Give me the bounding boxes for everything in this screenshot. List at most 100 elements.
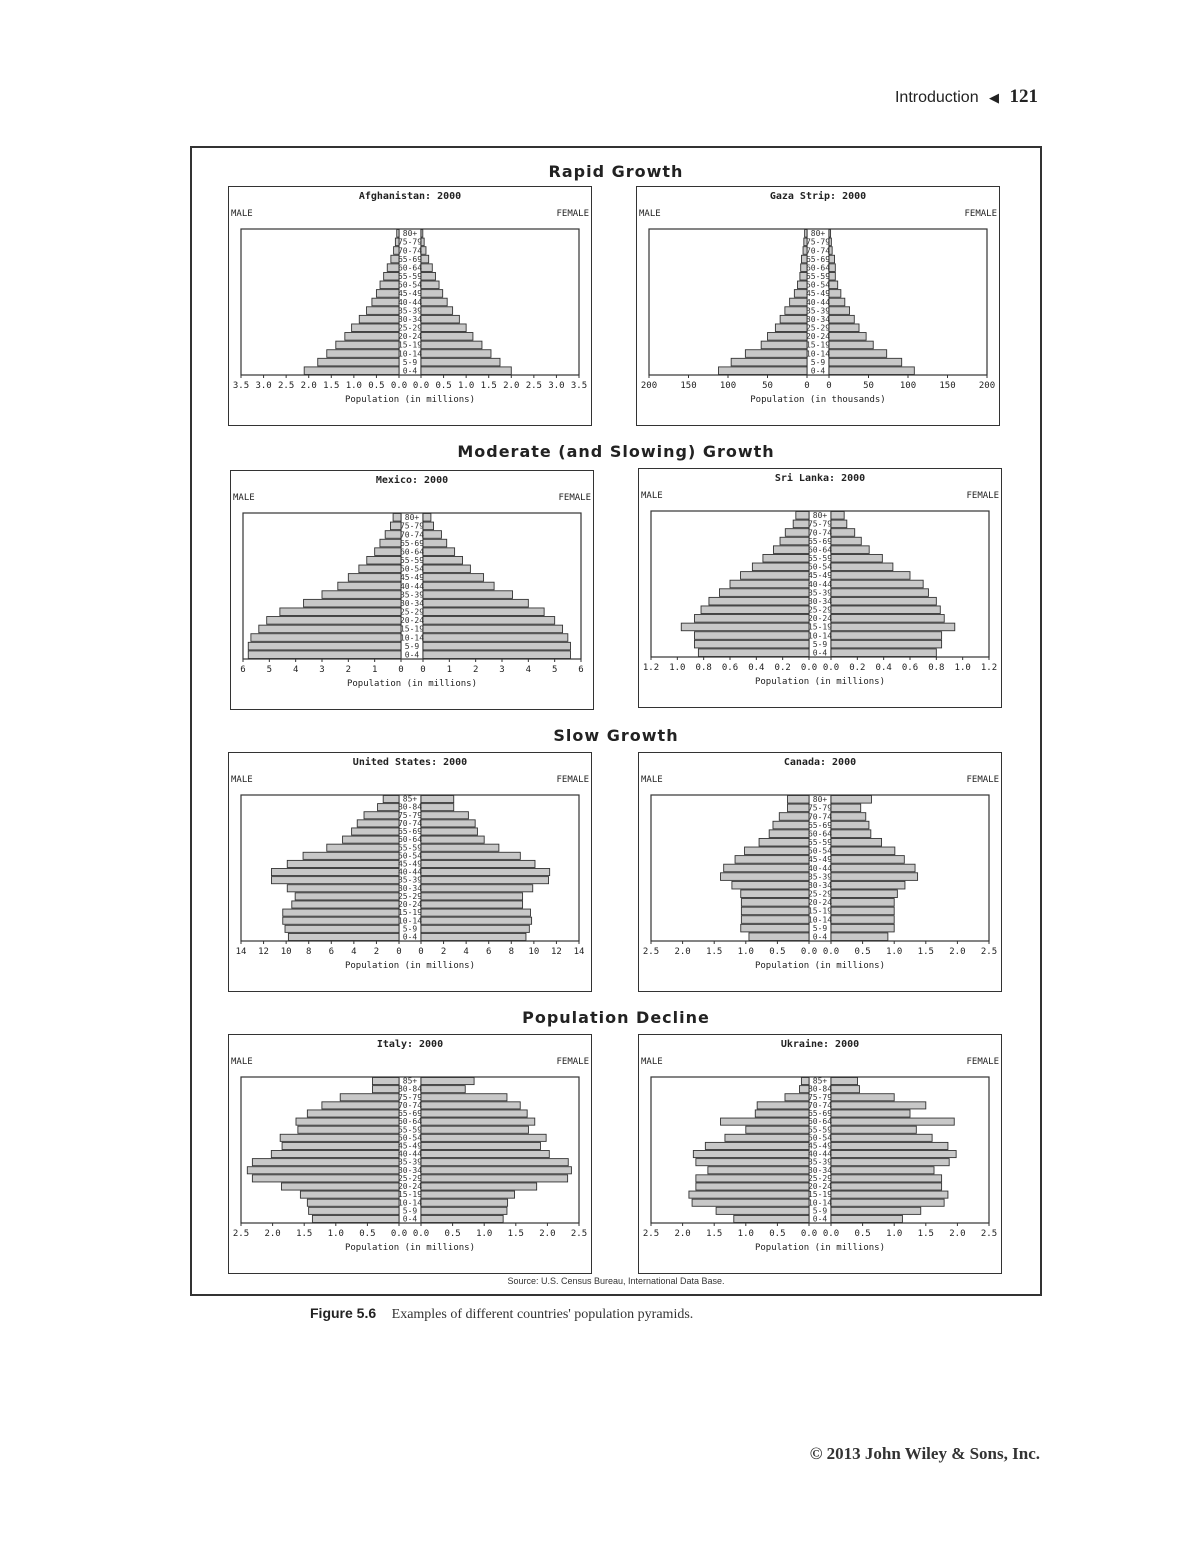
svg-text:35-39: 35-39 bbox=[808, 588, 832, 597]
x-axis-label: Population (in millions) bbox=[754, 1243, 886, 1253]
female-bar bbox=[828, 332, 867, 341]
female-bar bbox=[830, 906, 895, 916]
section-title-population-decline: Population Decline bbox=[522, 1008, 710, 1027]
svg-text:6: 6 bbox=[486, 947, 491, 957]
svg-text:0: 0 bbox=[826, 381, 831, 391]
male-bar bbox=[394, 237, 400, 247]
svg-text:1.0: 1.0 bbox=[738, 947, 754, 957]
male-bar bbox=[756, 1101, 810, 1110]
svg-text:0-4: 0-4 bbox=[813, 649, 828, 658]
female-bar bbox=[420, 357, 501, 367]
male-bar bbox=[339, 1093, 400, 1102]
pyramid-canada: Canada: 2000 MALE FEMALE 0-4 5-9 10-14 15-19 20… bbox=[638, 752, 1002, 992]
svg-text:0-4: 0-4 bbox=[813, 933, 828, 942]
svg-text:40-44: 40-44 bbox=[808, 1150, 832, 1159]
svg-text:1.5: 1.5 bbox=[918, 947, 934, 957]
svg-text:5-9: 5-9 bbox=[403, 924, 418, 933]
svg-text:0.5: 0.5 bbox=[444, 1229, 460, 1239]
svg-text:45-49: 45-49 bbox=[808, 1142, 832, 1151]
svg-text:1.0: 1.0 bbox=[476, 1229, 492, 1239]
svg-text:10: 10 bbox=[528, 947, 539, 957]
svg-text:0.5: 0.5 bbox=[769, 1229, 785, 1239]
male-bar bbox=[326, 843, 400, 852]
svg-text:0-4: 0-4 bbox=[403, 1215, 418, 1224]
figure-source: Source: U.S. Census Bureau, Internationa… bbox=[507, 1276, 725, 1286]
svg-text:0: 0 bbox=[418, 947, 423, 957]
svg-text:2.0: 2.0 bbox=[949, 947, 965, 957]
female-bar bbox=[420, 835, 485, 844]
svg-text:75-79: 75-79 bbox=[806, 238, 830, 247]
svg-text:2.5: 2.5 bbox=[571, 1229, 587, 1239]
chart-title: Gaza Strip: 2000 bbox=[769, 191, 867, 202]
male-bar bbox=[358, 564, 402, 574]
female-bar bbox=[828, 349, 888, 358]
svg-text:55-59: 55-59 bbox=[806, 272, 830, 281]
male-bar bbox=[797, 280, 808, 290]
male-bar bbox=[286, 884, 400, 893]
male-bar bbox=[363, 811, 400, 820]
male-bar bbox=[729, 579, 810, 589]
svg-text:45-49: 45-49 bbox=[808, 855, 832, 864]
svg-text:20-24: 20-24 bbox=[398, 1182, 422, 1191]
svg-text:65-69: 65-69 bbox=[398, 1109, 422, 1118]
female-bar bbox=[830, 880, 906, 890]
male-bar bbox=[308, 1206, 400, 1215]
male-label: MALE bbox=[641, 491, 663, 501]
female-bar bbox=[830, 648, 937, 657]
svg-text:25-29: 25-29 bbox=[808, 606, 832, 615]
female-bar bbox=[420, 1077, 475, 1086]
female-bar bbox=[420, 1206, 508, 1215]
female-bar bbox=[830, 1077, 858, 1086]
running-head-title: Introduction bbox=[894, 89, 979, 106]
svg-text:2.5: 2.5 bbox=[233, 1229, 249, 1239]
male-bar bbox=[740, 889, 810, 899]
female-bar bbox=[420, 1214, 504, 1223]
male-bar bbox=[744, 349, 808, 358]
svg-text:1: 1 bbox=[447, 665, 452, 675]
svg-text:15-19: 15-19 bbox=[398, 1190, 422, 1199]
svg-text:10-14: 10-14 bbox=[398, 349, 422, 358]
svg-text:70-74: 70-74 bbox=[398, 819, 422, 828]
svg-text:75-79: 75-79 bbox=[808, 520, 832, 529]
svg-text:85+: 85+ bbox=[813, 1077, 828, 1086]
female-bar bbox=[828, 280, 839, 290]
male-bar bbox=[779, 536, 810, 546]
svg-text:75-79: 75-79 bbox=[398, 811, 422, 820]
female-bar bbox=[422, 573, 485, 582]
male-bar bbox=[379, 280, 400, 290]
svg-text:50-54: 50-54 bbox=[808, 563, 832, 572]
male-bar bbox=[691, 1198, 810, 1207]
svg-text:1.5: 1.5 bbox=[706, 947, 722, 957]
female-bar bbox=[420, 280, 440, 290]
female-bar bbox=[828, 289, 842, 298]
male-bar bbox=[695, 1158, 810, 1167]
svg-text:5-9: 5-9 bbox=[403, 358, 418, 367]
female-bar bbox=[420, 1174, 569, 1183]
svg-text:20-24: 20-24 bbox=[806, 332, 830, 341]
male-bar bbox=[720, 872, 810, 881]
x-axis-label: Population (in millions) bbox=[754, 677, 886, 687]
svg-text:30-34: 30-34 bbox=[400, 599, 424, 608]
male-bar bbox=[286, 859, 400, 868]
female-bar bbox=[830, 1214, 903, 1223]
female-bar bbox=[830, 1198, 945, 1207]
svg-text:20-24: 20-24 bbox=[808, 898, 832, 907]
svg-text:2: 2 bbox=[374, 947, 379, 957]
female-bar bbox=[830, 837, 883, 847]
male-bar bbox=[800, 263, 808, 272]
svg-text:20-24: 20-24 bbox=[808, 1182, 832, 1191]
male-label: MALE bbox=[641, 1057, 663, 1067]
female-bar bbox=[830, 1133, 933, 1142]
male-bar bbox=[754, 1109, 810, 1118]
male-label: MALE bbox=[233, 493, 255, 503]
male-bar bbox=[382, 795, 400, 804]
male-bar bbox=[306, 1198, 400, 1207]
male-bar bbox=[294, 892, 400, 901]
pyramid-plot: 0-45-910-1415-1920-2425-2930-3435-3940-4… bbox=[233, 1076, 587, 1239]
male-bar bbox=[297, 1125, 400, 1134]
male-bar bbox=[719, 588, 810, 597]
male-bar bbox=[718, 366, 808, 375]
svg-text:5-9: 5-9 bbox=[403, 1206, 418, 1215]
male-bar bbox=[306, 1109, 400, 1118]
svg-text:1.0: 1.0 bbox=[955, 663, 971, 673]
